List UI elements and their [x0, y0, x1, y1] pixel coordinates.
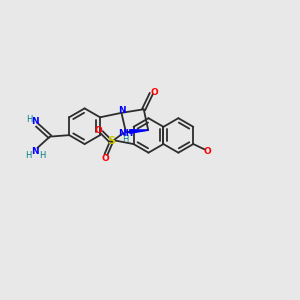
Text: H: H — [26, 116, 32, 124]
Text: S: S — [107, 136, 115, 146]
Text: NH: NH — [118, 129, 133, 138]
Polygon shape — [130, 130, 148, 133]
Text: O: O — [94, 126, 102, 135]
Text: H: H — [40, 151, 46, 160]
Text: O: O — [203, 147, 211, 156]
Text: H: H — [122, 135, 128, 144]
Text: N: N — [31, 117, 39, 126]
Text: N: N — [31, 147, 39, 156]
Text: O: O — [150, 88, 158, 97]
Text: N: N — [118, 106, 126, 115]
Text: H: H — [25, 151, 31, 160]
Text: O: O — [101, 154, 109, 163]
